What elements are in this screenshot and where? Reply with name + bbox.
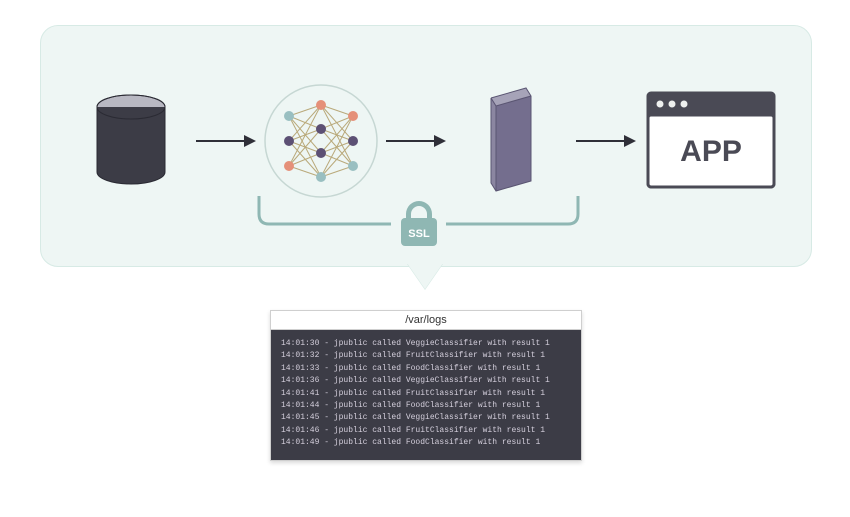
bubble-tail (407, 263, 443, 289)
ssl-lock-icon: SSL (401, 201, 437, 246)
app-label-text: APP (680, 135, 742, 168)
log-window: /var/logs 14:01:30 - jpublic called Vegg… (270, 310, 582, 461)
server-box-icon (451, 81, 571, 201)
log-window-body: 14:01:30 - jpublic called VeggieClassifi… (271, 330, 581, 460)
diagram-bubble: APP SSL (40, 25, 812, 267)
ssl-label: SSL (408, 228, 430, 240)
neural-net-icon (261, 81, 381, 201)
app-window-icon: APP (641, 81, 781, 201)
database-icon (71, 81, 191, 201)
arrow-3 (576, 131, 636, 151)
pipeline-row: APP (71, 76, 781, 206)
arrow-1 (196, 131, 256, 151)
arrow-2 (386, 131, 446, 151)
log-window-title: /var/logs (271, 311, 581, 330)
ssl-bracket: SSL (251, 196, 586, 251)
